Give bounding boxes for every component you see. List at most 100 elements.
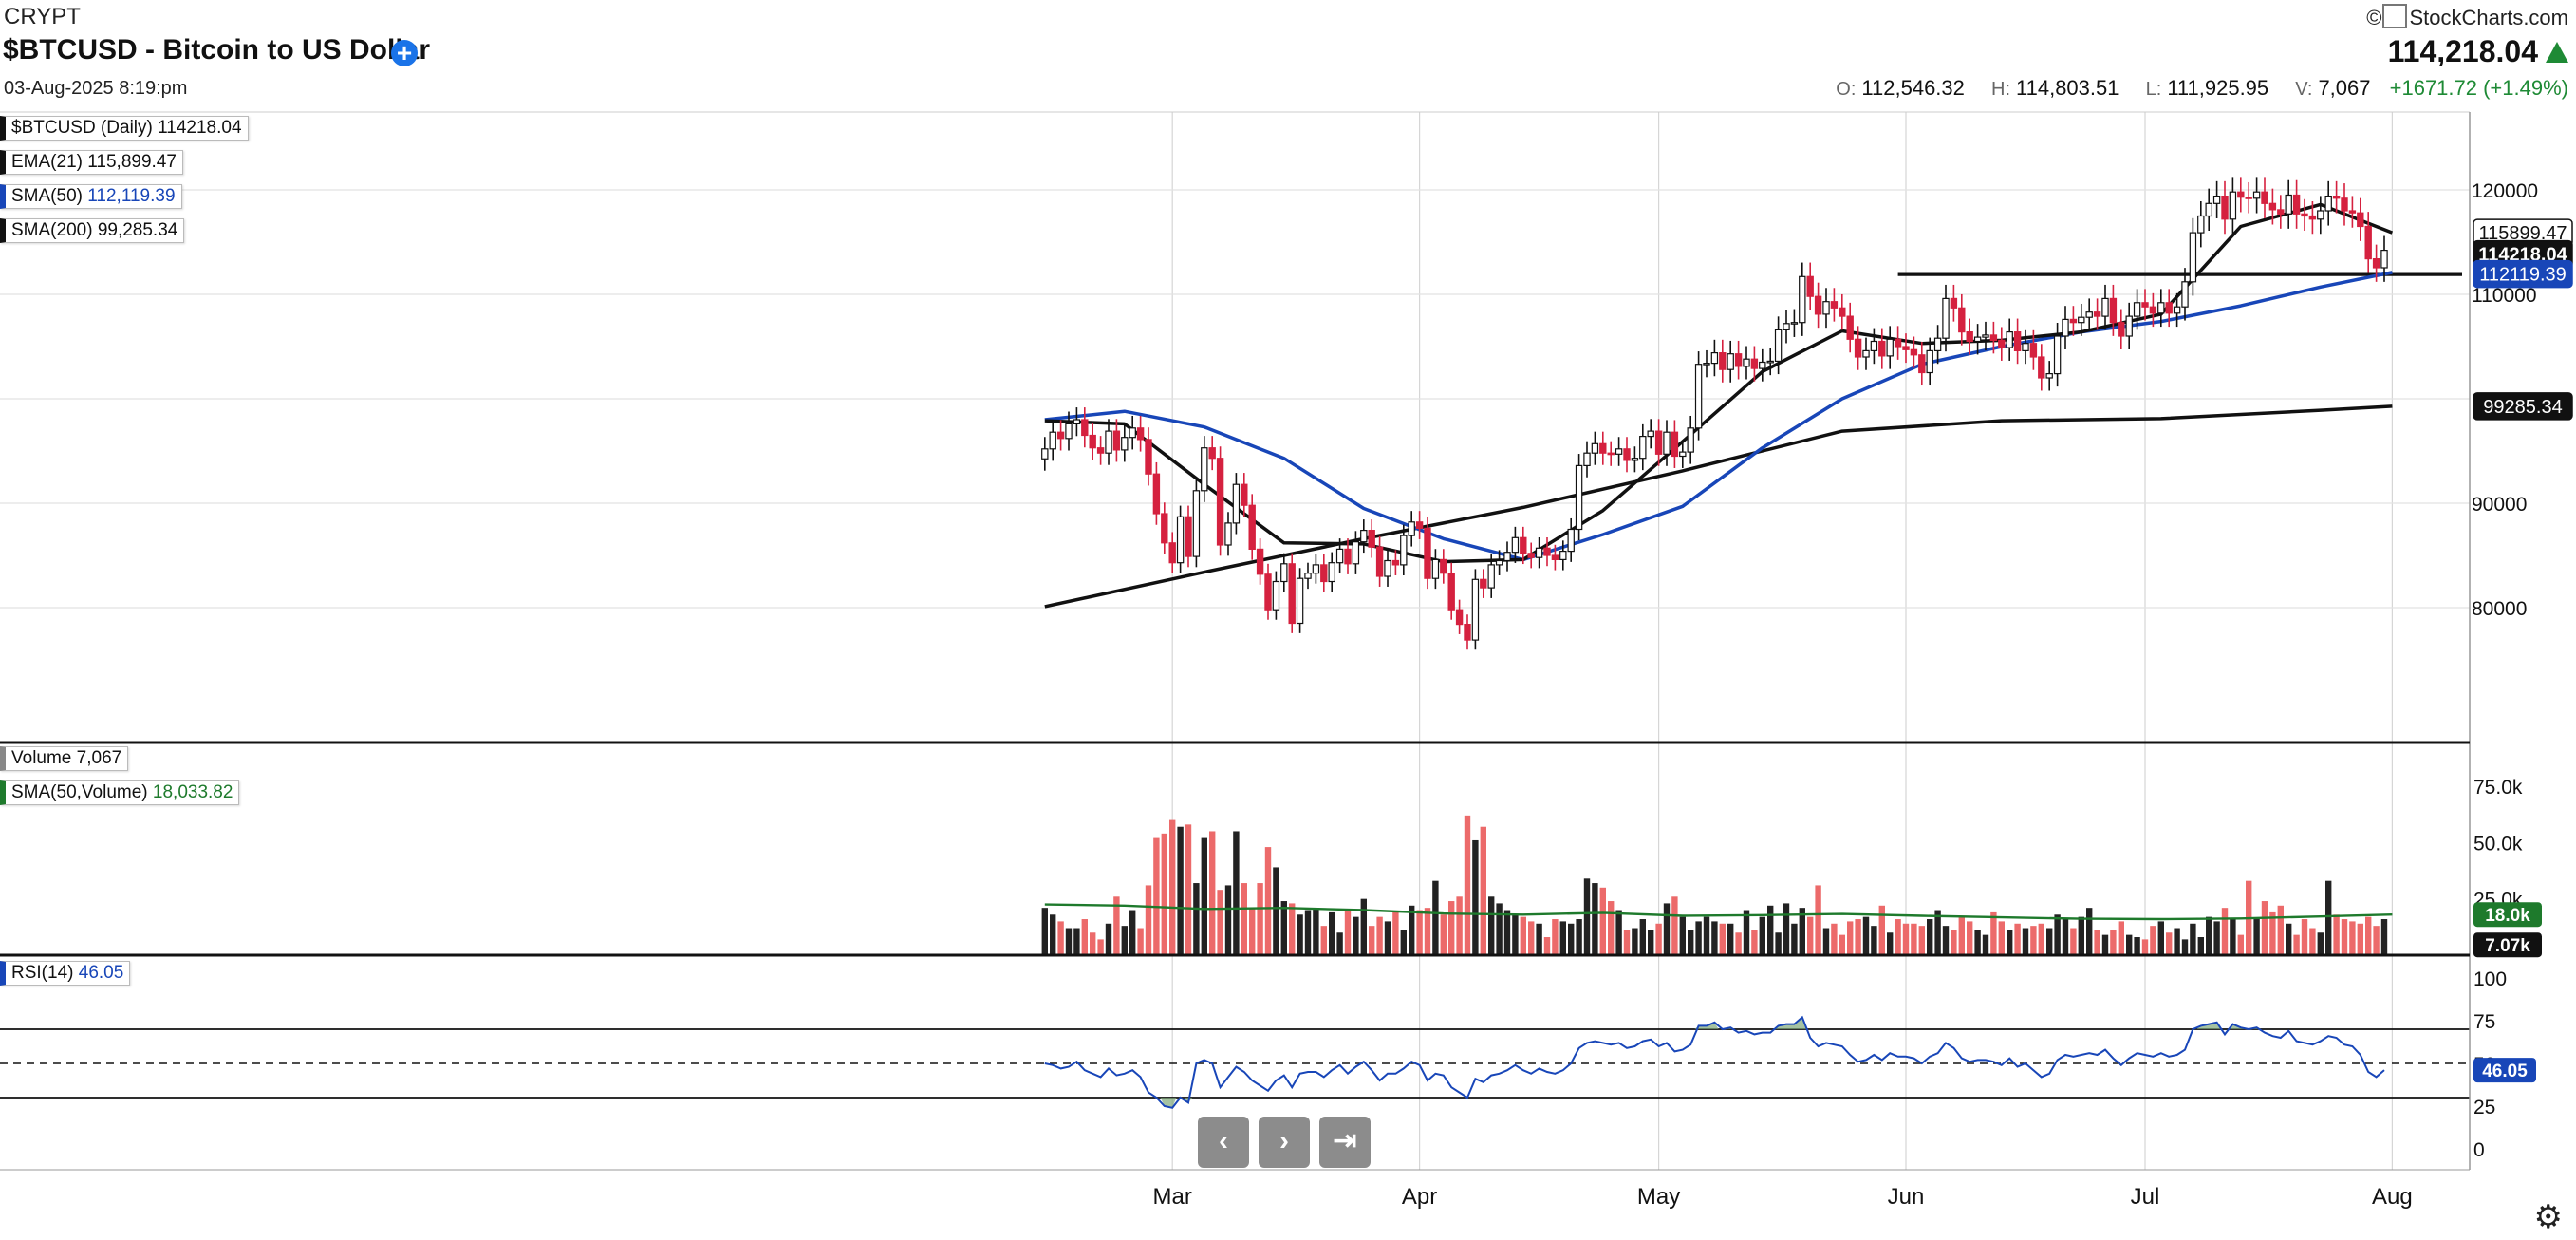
legend-sma50-label: SMA(50) [11,186,83,206]
candle [1870,340,1878,351]
volume-bar [1855,919,1861,955]
candle [1727,353,1734,370]
candle [1926,349,1933,374]
candle [1129,427,1136,439]
volume-bar [1967,921,1973,955]
legend-sma200[interactable]: SMA(200) 99,285.34 [0,218,185,243]
candle [1998,339,2006,348]
volume-bar [1878,905,1885,955]
volume-bar [1623,930,1631,955]
legend-volume-sma[interactable]: SMA(50,Volume) 18,033.82 [0,780,240,805]
up-arrow-icon [2546,42,2568,63]
chevron-right-icon[interactable]: › [1259,1117,1310,1168]
volume-bar [2022,928,2029,955]
volume-bar [2237,934,2244,955]
rsi-tag [2473,1058,2536,1083]
volume-bar [1942,926,1950,955]
volume-bar [2166,932,2173,955]
candle [2093,311,2101,317]
price-change: +1671.72 (+1.49%) [2389,76,2568,100]
legend-volume-value: 7,067 [76,748,122,768]
candle [1280,563,1288,583]
candle [1384,559,1391,577]
candle [1639,436,1647,460]
candle [1886,338,1894,357]
rsi-line [1044,1015,2385,1109]
volume-bar [2253,919,2260,955]
volume-bar [1990,911,1997,955]
candle [2252,191,2261,199]
volume-bar [2301,919,2308,955]
volume-bar [1934,910,1941,955]
volume-bar [1057,921,1064,955]
legend-ema21[interactable]: EMA(21) 115,899.47 [0,150,183,175]
axes: MarAprMayJunJulAug8000090000100000110000… [0,111,2573,1210]
candle [1982,334,1989,338]
volume-bar [2157,921,2164,955]
candle [2109,297,2118,324]
volume-bar [1735,932,1742,955]
volume-bar [2357,923,2363,955]
candle [1783,323,1790,330]
volume-bar [1129,910,1136,955]
volume-bar [1264,847,1272,955]
legend-price[interactable]: $BTCUSD (Daily) 114218.04 [0,116,249,141]
high-value: 114,803.51 [2016,76,2119,100]
legend-sma50[interactable]: SMA(50) 112,119.39 [0,184,182,209]
candle [2149,306,2157,314]
candle [2189,232,2197,283]
gear-icon[interactable]: ⚙ [2533,1199,2563,1235]
candle [2053,335,2062,375]
candle [2205,202,2212,217]
legend-volume[interactable]: Volume 7,067 [0,746,129,771]
last-price: 114,218.04 [2387,34,2538,68]
brand-name: StockCharts.com [2409,6,2569,29]
volume-bar [1918,926,1925,955]
volume-bar [1224,885,1232,955]
volume-bar [2134,937,2140,955]
volume-bar [1599,887,1606,955]
volume-bar [2007,930,2013,955]
volume-bar [2333,914,2340,955]
volume-bar [1353,916,1359,955]
candle [1096,447,1105,454]
candle [1344,548,1352,565]
legend-rsi[interactable]: RSI(14) 46.05 [0,961,131,986]
chevron-left-icon[interactable]: ‹ [1198,1117,1249,1168]
exchange-label: CRYPT [4,4,81,29]
skip-end-icon[interactable]: ⇥ [1319,1117,1371,1168]
candle [1121,437,1129,451]
volume-bar [1807,916,1814,955]
volume-bar [2317,932,2324,955]
volume-bar [1456,896,1463,955]
volume-bar [1400,930,1407,955]
volume-bar [1193,883,1200,955]
volume-bar [1887,932,1894,955]
add-icon[interactable]: + [391,40,418,66]
legend-price-label: $BTCUSD (Daily) 114218.04 [11,118,242,138]
brand[interactable]: © StockCharts.com [2366,4,2568,30]
chart-datetime: 03-Aug-2025 8:19:pm [4,78,188,99]
candle [1918,354,1926,374]
candle [1822,301,1830,315]
rsi-overbought-fill [1694,1017,2261,1029]
candle [1161,513,1168,544]
legend-ema21-label: EMA(21) [11,152,83,172]
candle [1296,577,1304,625]
volume-bar [1464,815,1471,955]
candle [1527,553,1535,558]
candle [1248,504,1256,551]
candle [1216,458,1224,546]
volume-bar [1911,923,1917,955]
volume-bar [1137,928,1144,955]
volume-bar [1727,923,1734,955]
candle [1352,541,1360,565]
candle [1973,336,1982,343]
candle [1136,427,1145,441]
volume-sma-line [1044,903,2393,921]
candle [1503,552,1511,562]
volume-tag-label: 18.0k [2485,906,2530,926]
price-tag-label: 112119.39 [2479,265,2567,286]
candle [1320,564,1328,583]
volume-bar [1775,932,1782,955]
